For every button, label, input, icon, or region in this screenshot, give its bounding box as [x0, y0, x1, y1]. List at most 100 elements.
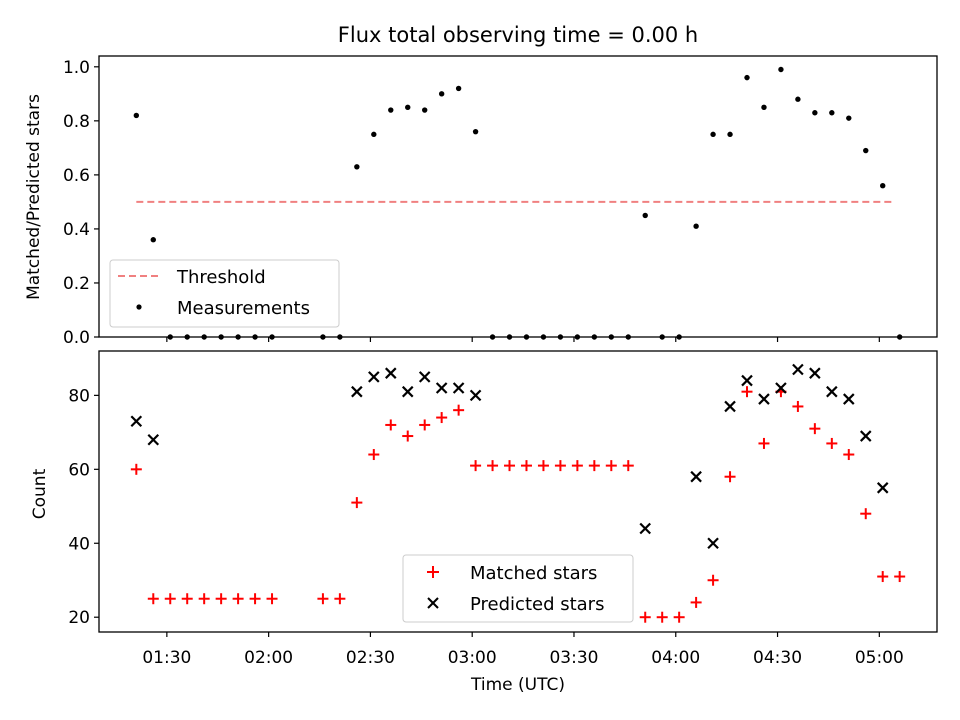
- measurement-point: [201, 334, 207, 340]
- measurement-point: [761, 104, 767, 111]
- y-tick-label: 0.8: [63, 112, 90, 132]
- predicted-stars-point: [130, 415, 143, 428]
- predicted-stars-point: [809, 367, 821, 379]
- matched-stars-point: [470, 460, 482, 472]
- measurement-point: [863, 147, 869, 154]
- measurement-point: [337, 334, 343, 340]
- predicted-stars-point: [384, 367, 397, 379]
- y-axis-label: Count: [30, 468, 50, 519]
- legend-box: [109, 259, 340, 328]
- matched-stars-point: [809, 423, 821, 435]
- matched-stars-point: [232, 593, 244, 605]
- predicted-stars-point: [639, 522, 652, 535]
- predicted-stars-point: [724, 400, 736, 413]
- y-tick-label: 0.2: [63, 274, 90, 294]
- legend-box: [402, 554, 634, 623]
- matched-stars-point: [877, 571, 889, 583]
- matched-stars-point: [368, 449, 380, 461]
- measurement-point: [574, 334, 581, 340]
- matched-stars-point: [487, 460, 499, 472]
- measurement-point: [778, 66, 784, 73]
- matched-stars-point: [690, 596, 702, 608]
- legend-matched-swatch: [427, 566, 439, 578]
- measurement-point: [846, 115, 852, 121]
- measurement-point: [676, 334, 682, 340]
- legend: Matched stars Predicted stars: [402, 554, 634, 623]
- measurement-point: [133, 112, 140, 119]
- measurement-point: [812, 110, 818, 116]
- predicted-stars-point: [418, 371, 431, 383]
- predicted-stars-point: [147, 433, 160, 446]
- x-tick-label: 03:30: [549, 648, 598, 668]
- measurement-point: [184, 334, 190, 340]
- measurement-point: [438, 91, 445, 97]
- matched-stars-point: [453, 404, 465, 416]
- matched-stars-point: [317, 593, 329, 605]
- measurement-point: [269, 334, 275, 340]
- measurement-point: [829, 110, 835, 116]
- y-tick-label: 80: [68, 386, 90, 406]
- measurement-point: [659, 334, 665, 340]
- predicted-stars-point: [351, 385, 363, 398]
- matched-stars-point: [351, 497, 363, 509]
- measurement-point: [489, 334, 496, 340]
- measurement-point: [405, 104, 411, 111]
- measurement-point: [218, 334, 224, 340]
- measurement-point: [320, 334, 326, 340]
- predicted-stars-point: [469, 389, 482, 402]
- predicted-stars-point: [792, 363, 804, 376]
- matched-stars-point: [537, 460, 549, 472]
- measurement-point: [795, 96, 801, 102]
- measurement-point: [591, 334, 598, 340]
- measurement-point: [472, 128, 479, 135]
- predicted-stars-point: [741, 374, 753, 387]
- matched-stars-point: [571, 460, 583, 472]
- predicted-stars-point: [876, 482, 889, 494]
- x-tick-label: 02:00: [244, 648, 293, 668]
- measurement-point: [727, 131, 733, 138]
- matched-stars-point: [622, 460, 634, 472]
- plot-area: [133, 66, 903, 340]
- measurement-point: [252, 334, 258, 340]
- y-axis: 20 40 60 80: [68, 386, 99, 628]
- matched-stars-point: [147, 593, 159, 605]
- measurement-point: [710, 131, 716, 138]
- legend-matched-label: Matched stars: [470, 563, 597, 584]
- y-axis-label: Matched/Predicted stars: [24, 94, 44, 300]
- measurement-point: [150, 237, 156, 243]
- x-tick-label: 02:30: [346, 648, 395, 668]
- measurement-point: [896, 334, 903, 340]
- plot-area: [130, 363, 906, 623]
- matched-stars-point: [826, 437, 838, 449]
- predicted-stars-point: [435, 382, 448, 394]
- predicted-stars-point: [775, 382, 787, 394]
- measurement-point: [625, 334, 631, 340]
- matched-stars-point: [181, 593, 193, 605]
- y-tick-label: 0.6: [63, 166, 90, 186]
- matched-stars-point: [554, 460, 566, 472]
- x-tick-label: 04:00: [651, 648, 700, 668]
- x-axis-ticks: [166, 337, 880, 342]
- measurement-point: [557, 334, 564, 340]
- matched-stars-point: [164, 593, 176, 605]
- matched-stars-point: [605, 460, 617, 472]
- matched-stars-point: [266, 593, 278, 605]
- matched-stars-point: [588, 460, 600, 472]
- measurement-point: [693, 223, 699, 229]
- chart-title: Flux total observing time = 0.00 h: [338, 23, 698, 47]
- matched-stars-point: [639, 611, 651, 623]
- legend: Threshold Measurements: [109, 259, 340, 328]
- y-tick-label: 20: [68, 608, 90, 628]
- predicted-stars-point: [452, 382, 465, 394]
- legend-predicted-label: Predicted stars: [470, 594, 604, 615]
- matched-stars-point: [385, 419, 397, 431]
- matched-stars-point: [894, 571, 906, 583]
- matched-stars-point: [758, 437, 770, 449]
- legend-measurements-label: Measurements: [177, 298, 310, 319]
- measurement-point: [523, 334, 530, 340]
- y-tick-label: 0.0: [63, 328, 90, 348]
- predicted-stars-point: [707, 537, 719, 550]
- matched-stars-point: [741, 386, 753, 398]
